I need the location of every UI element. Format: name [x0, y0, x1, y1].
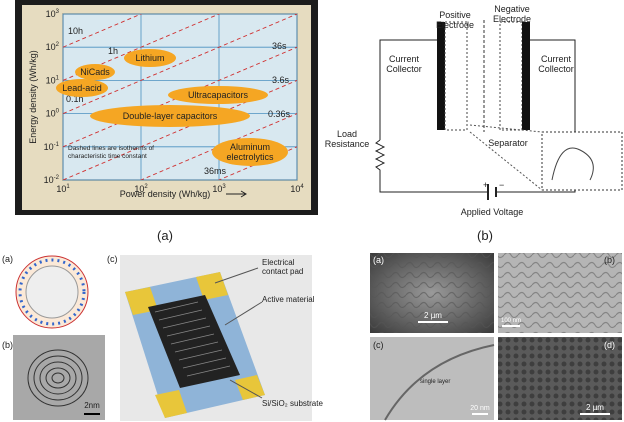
panel-label: (a) [373, 255, 384, 265]
callout: Active material [262, 295, 315, 304]
plus: + [483, 180, 488, 190]
figure: Power density (Wh/kg) Energy density (Wh… [0, 0, 624, 422]
particle-core [26, 266, 78, 318]
zoom-lines [470, 125, 542, 190]
ragone-plot: Power density (Wh/kg) Energy density (Wh… [15, 0, 318, 246]
region-label: Lead-acid [62, 83, 102, 93]
tick-base: 10 [134, 184, 144, 194]
region-label: Ultracapacitors [188, 90, 249, 100]
capacitor-diagram: + − Positive Electrode Negative Electrode… [325, 4, 622, 217]
left-layer [445, 22, 467, 130]
panel-label: (c) [107, 254, 118, 264]
tick-base: 10 [46, 75, 56, 85]
zoom-box [542, 132, 622, 190]
annotation: single layer [420, 379, 450, 385]
panel-label: (a) [2, 254, 13, 264]
tick-base: 10 [290, 184, 300, 194]
time-constant: 3.6s [272, 75, 290, 85]
time-constant: 10h [68, 26, 83, 36]
scale-text: 100 nm [501, 318, 521, 324]
load-1: Load [337, 129, 357, 139]
tick-base: 10 [46, 42, 56, 52]
minus: − [499, 180, 504, 190]
scale-text: 20 nm [470, 405, 490, 412]
tick-base: 10 [46, 9, 56, 19]
region-label: NiCads [80, 67, 110, 77]
left-plate [437, 22, 445, 130]
callout: contact pad [262, 267, 303, 276]
right-collector-1: Current [541, 54, 572, 64]
region-label: Aluminum [230, 142, 270, 152]
caption: (a) [157, 228, 173, 243]
panel-label: (b) [2, 340, 13, 350]
battery [488, 184, 496, 200]
tick-exponent: -1 [54, 142, 60, 148]
left-collector-1: Current [389, 54, 420, 64]
positive-label-2: Electrode [436, 20, 474, 30]
time-constant: 1h [108, 46, 118, 56]
right-plate [522, 22, 530, 130]
callout: Si/SiO₂ substrate [262, 399, 323, 408]
tick-base: 10 [44, 175, 54, 185]
separator-label: Separator [488, 138, 528, 148]
caption: (b) [477, 228, 493, 243]
scale-text: 2 µm [424, 311, 442, 320]
resistor [376, 140, 384, 175]
scale-text: 2nm [84, 401, 100, 410]
tick-base: 10 [44, 142, 54, 152]
tick-base: 10 [46, 109, 56, 119]
load-2: Resistance [325, 139, 370, 149]
time-constant: 36s [272, 41, 287, 51]
voltage-label: Applied Voltage [461, 207, 524, 217]
note: Dashed lines are isotherms of [68, 145, 154, 152]
nanostructure-panels: 2nm Electrical contact pad Active materi… [2, 254, 323, 421]
callout: Electrical [262, 258, 295, 267]
region-label: Lithium [135, 53, 164, 63]
panel-label: (c) [373, 340, 384, 350]
tick-base: 10 [56, 184, 66, 194]
x-axis-label: Power density (Wh/kg) [120, 189, 211, 199]
time-constant: 36ms [204, 166, 227, 176]
scale-text: 2 µm [586, 403, 604, 412]
time-constant: 0.36s [268, 109, 291, 119]
left-collector-2: Collector [386, 64, 422, 74]
right-collector-2: Collector [538, 64, 574, 74]
tick-base: 10 [212, 184, 222, 194]
note: characteristic time constant [68, 153, 147, 160]
region-label: Double-layer capacitors [123, 111, 218, 121]
negative-label-2: Electrode [493, 14, 531, 24]
micrographs: 2 µm 100 nm 20 nm 2 µm single layer (a) … [370, 253, 622, 420]
y-axis-label: Energy density (Wh/kg) [28, 50, 38, 144]
positive-label-1: Positive [439, 10, 471, 20]
panel-label: (b) [604, 255, 615, 265]
negative-label-1: Negative [494, 4, 530, 14]
region-label: electrolytics [226, 152, 274, 162]
tick-exponent: -2 [54, 175, 60, 181]
right-layer [500, 22, 522, 130]
panel-label: (d) [604, 340, 615, 350]
